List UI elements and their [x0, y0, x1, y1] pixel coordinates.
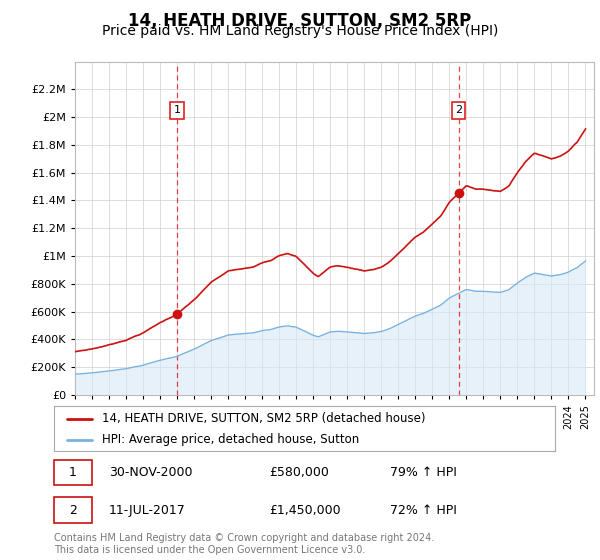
Text: 72% ↑ HPI: 72% ↑ HPI	[389, 504, 457, 517]
Text: HPI: Average price, detached house, Sutton: HPI: Average price, detached house, Sutt…	[101, 433, 359, 446]
Text: 30-NOV-2000: 30-NOV-2000	[109, 466, 193, 479]
Text: 1: 1	[173, 105, 181, 115]
Text: 14, HEATH DRIVE, SUTTON, SM2 5RP: 14, HEATH DRIVE, SUTTON, SM2 5RP	[128, 12, 472, 30]
Text: 2: 2	[455, 105, 462, 115]
Text: 1: 1	[69, 466, 77, 479]
Text: 14, HEATH DRIVE, SUTTON, SM2 5RP (detached house): 14, HEATH DRIVE, SUTTON, SM2 5RP (detach…	[101, 412, 425, 425]
Text: £580,000: £580,000	[269, 466, 329, 479]
Text: £1,450,000: £1,450,000	[269, 504, 341, 517]
Text: 79% ↑ HPI: 79% ↑ HPI	[389, 466, 457, 479]
Text: 2: 2	[69, 504, 77, 517]
Text: Contains HM Land Registry data © Crown copyright and database right 2024.
This d: Contains HM Land Registry data © Crown c…	[54, 533, 434, 555]
Text: 11-JUL-2017: 11-JUL-2017	[109, 504, 186, 517]
FancyBboxPatch shape	[54, 497, 92, 523]
FancyBboxPatch shape	[54, 460, 92, 486]
Text: Price paid vs. HM Land Registry's House Price Index (HPI): Price paid vs. HM Land Registry's House …	[102, 24, 498, 38]
